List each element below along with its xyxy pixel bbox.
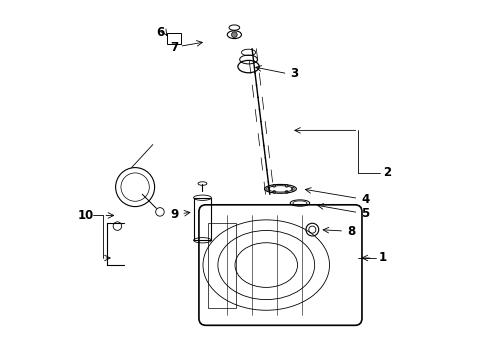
Text: 2: 2 (383, 166, 391, 179)
Text: 7: 7 (170, 41, 178, 54)
Text: 5: 5 (362, 207, 369, 220)
Text: 4: 4 (362, 193, 369, 206)
Text: 1: 1 (379, 252, 387, 265)
FancyBboxPatch shape (199, 205, 362, 325)
Circle shape (232, 32, 237, 37)
Bar (167, 33, 181, 44)
Text: 6: 6 (156, 26, 164, 39)
Text: 8: 8 (347, 225, 355, 238)
Text: 10: 10 (77, 209, 94, 222)
Bar (208, 222, 236, 307)
Text: 9: 9 (170, 208, 178, 221)
Text: 3: 3 (291, 67, 299, 80)
Bar (194, 198, 211, 240)
